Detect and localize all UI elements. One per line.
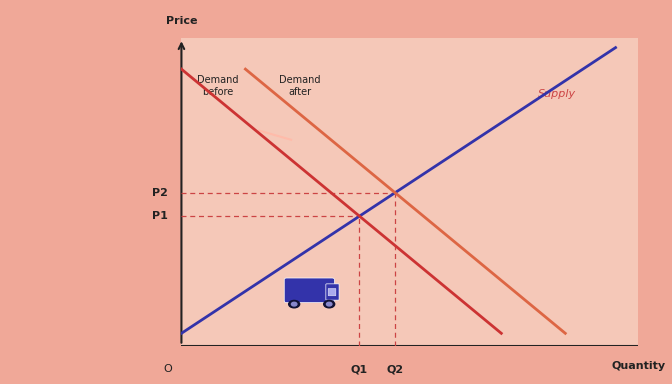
Circle shape	[327, 302, 332, 306]
Text: Demand
before: Demand before	[198, 75, 239, 97]
Circle shape	[292, 302, 297, 306]
FancyBboxPatch shape	[326, 284, 339, 300]
FancyBboxPatch shape	[284, 278, 335, 303]
Text: Price: Price	[166, 16, 197, 26]
Text: P1: P1	[152, 211, 168, 221]
Text: Q2: Q2	[386, 364, 404, 374]
Text: Supply: Supply	[538, 89, 576, 99]
Text: Q1: Q1	[351, 364, 368, 374]
Text: Demand
after: Demand after	[280, 75, 321, 97]
Text: O: O	[163, 364, 172, 374]
Text: Quantity: Quantity	[612, 361, 666, 371]
FancyBboxPatch shape	[328, 288, 336, 296]
Circle shape	[324, 300, 335, 308]
Circle shape	[289, 300, 300, 308]
Text: P2: P2	[152, 188, 168, 198]
